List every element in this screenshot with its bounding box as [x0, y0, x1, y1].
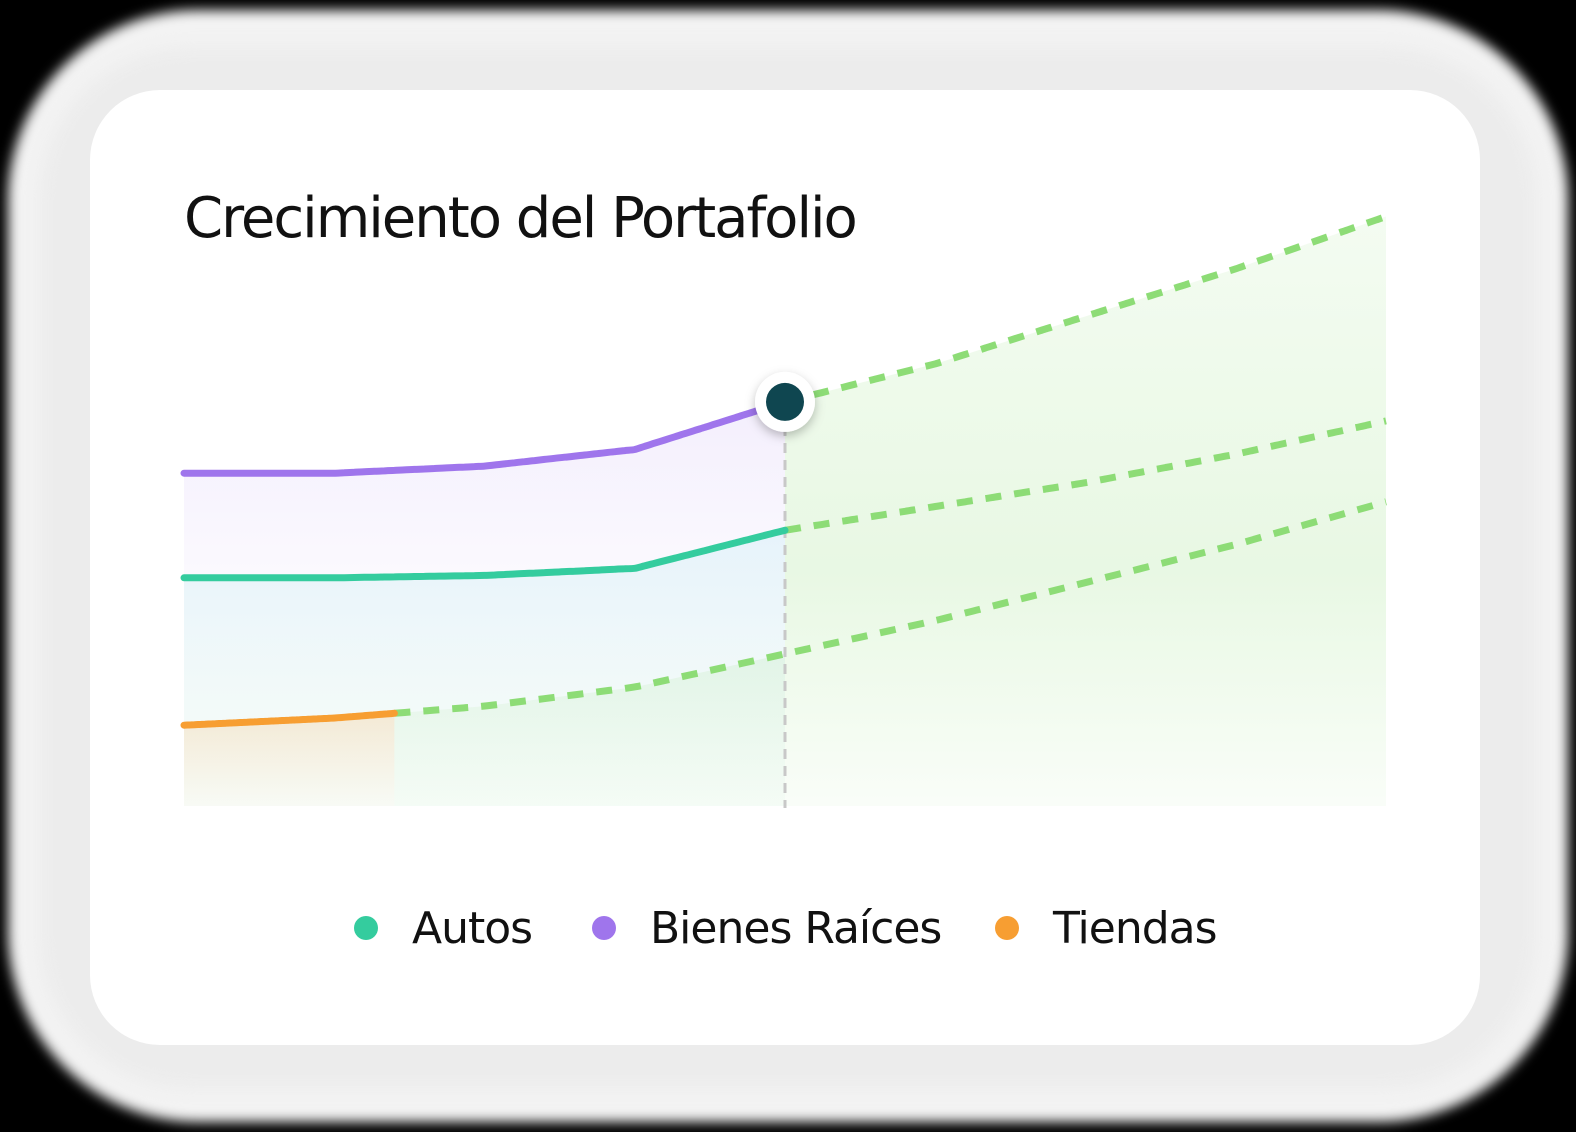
tiendas-line — [180, 709, 398, 729]
legend-dot-icon — [995, 916, 1019, 940]
legend-item-tiendas: Tiendas — [995, 896, 1218, 960]
bienes-raices-projection-line — [784, 213, 1388, 406]
tiendas-projection-area — [394, 653, 785, 806]
chart-legend: Autos Bienes Raíces Tiendas — [0, 896, 1576, 960]
autos-line — [180, 526, 789, 582]
chart-lines — [180, 213, 1388, 729]
chart-title: Crecimiento del Portafolio — [184, 186, 858, 251]
chart-areas — [184, 216, 1386, 806]
legend-item-autos: Autos — [354, 896, 533, 960]
chart-marker-layer — [755, 371, 815, 432]
autos-projection-line — [784, 417, 1387, 534]
legend-dot-icon — [592, 916, 616, 940]
legend-label: Tiendas — [1053, 902, 1218, 954]
legend-dot-icon — [354, 916, 378, 940]
tiendas-area — [184, 713, 395, 806]
projection-area — [785, 216, 1386, 806]
bienes-raices-line — [180, 398, 789, 477]
bienes-raices-area — [184, 401, 785, 578]
current-value-marker — [766, 382, 804, 421]
tiendas-projection-line — [394, 498, 1387, 717]
legend-label: Bienes Raíces — [650, 902, 942, 954]
legend-label: Autos — [412, 902, 533, 954]
legend-item-bienes-raices: Bienes Raíces — [592, 896, 942, 960]
